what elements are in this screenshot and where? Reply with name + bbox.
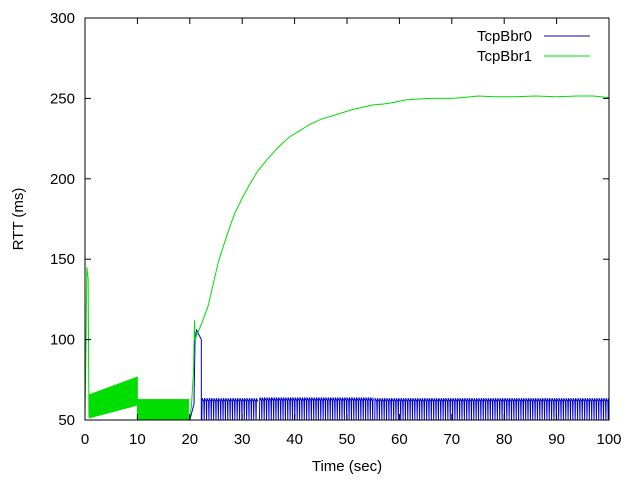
x-tick-label: 30	[234, 431, 251, 448]
x-tick-label: 70	[443, 431, 460, 448]
y-tick-label: 150	[50, 251, 75, 268]
x-tick-label: 20	[181, 431, 198, 448]
y-tick-label: 50	[58, 412, 75, 429]
series-line-tcpbbr1	[84, 267, 90, 417]
x-tick-label: 10	[129, 431, 146, 448]
legend-label-tcpbbr0: TcpBbr0	[477, 28, 532, 45]
x-tick-label: 80	[496, 431, 513, 448]
x-tick-label: 50	[339, 431, 356, 448]
series-line-tcpbbr0	[201, 398, 259, 421]
series-line-tcpbbr0	[374, 398, 610, 421]
x-tick-label: 40	[286, 431, 303, 448]
series-line-tcpbbr1	[88, 376, 138, 419]
series-line-tcpbbr1	[136, 398, 190, 421]
ticks-layer: 0 10 20 30 40 50 60 70 80 90 100 50 100 150 200 250 300	[50, 10, 622, 448]
x-tick-label: 90	[548, 431, 565, 448]
y-tick-label: 100	[50, 332, 75, 349]
y-tick-label: 300	[50, 10, 75, 27]
series-line-tcpbbr0	[258, 397, 374, 421]
plot-frame	[84, 17, 610, 421]
series-line-tcpbbr1	[188, 95, 610, 421]
x-axis-title: Time (sec)	[312, 458, 382, 475]
legend-label-tcpbbr1: TcpBbr1	[477, 48, 532, 65]
y-tick-label: 200	[50, 171, 75, 188]
x-tick-label: 0	[81, 431, 89, 448]
legend: TcpBbr0 TcpBbr1	[477, 28, 590, 65]
y-tick-label: 250	[50, 90, 75, 107]
x-tick-label: 60	[391, 431, 408, 448]
series-line-tcpbbr0	[189, 328, 202, 421]
series-layer	[84, 95, 610, 421]
y-axis-title: RTT (ms)	[10, 188, 27, 251]
x-tick-label: 100	[596, 431, 621, 448]
